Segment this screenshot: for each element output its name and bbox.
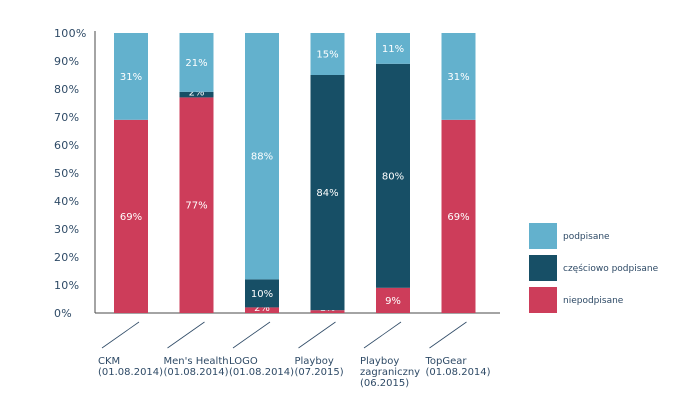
bar-segment-niepodpisane [310,310,345,313]
y-tick-label: 70% [54,111,79,124]
category-leader-line [101,321,140,349]
y-axis: 0% 10% 20% 30% 40% 50% 60% 70% 80% 90% 100% [54,27,500,320]
bar-segment-niepodpisane [114,119,148,313]
legend-label: podpisane [563,232,610,242]
legend: podpisane częściowo podpisane niepodpisane [529,223,659,313]
legend-label: częściowo podpisane [563,263,659,274]
category-leader-line [232,321,271,349]
category-label: LOGO (01.08.2014) [229,356,294,378]
bar-segment-niepodpisane [179,97,214,314]
y-tick-label: 10% [54,279,79,292]
data-label: 69% [120,212,142,223]
y-tick-label: 100% [54,27,87,40]
legend-swatch [529,223,557,249]
data-label: 11% [382,44,404,55]
legend-label: niepodpisane [563,296,624,306]
category-label: Men's Health (01.08.2014) [164,356,229,378]
bar-segment-częściowo-podpisane [376,63,410,288]
legend-swatch [529,287,557,313]
bar-segment-częściowo-podpisane [179,91,214,98]
bar-segment-niepodpisane [376,287,410,313]
data-label: 69% [447,212,469,223]
data-label: 21% [185,58,207,69]
bar-segment-częściowo-podpisane [310,75,345,311]
y-tick-label: 90% [54,55,79,68]
y-tick-label: 0% [54,307,72,320]
bar-segment-podpisane [114,33,148,120]
data-label: 31% [120,72,142,83]
category-label: Playboy (07.2015) [295,356,344,378]
bar-segment-podpisane [376,33,410,64]
data-label: 77% [185,201,207,212]
y-tick-label: 30% [54,223,79,236]
bar-segment-podpisane [245,33,279,280]
data-label: 88% [251,152,273,163]
bars: 69%31%77%2%21%2%10%88%1%84%15%9%80%11%69… [114,33,476,314]
data-label: 2% [189,87,205,98]
data-label: 2% [254,303,270,314]
category-label: TopGear (01.08.2014) [425,356,491,378]
data-label: 10% [251,289,273,300]
data-label: 9% [385,296,401,307]
bar-segment-niepodpisane [245,307,279,313]
y-tick-label: 60% [54,139,79,152]
data-label: 31% [447,72,469,83]
bar-segment-częściowo-podpisane [245,279,279,308]
category-leader-line [298,321,336,349]
category-label: CKM (01.08.2014) [98,356,163,378]
category-leader-line [363,321,402,349]
category-label: Playboy zagraniczny (06.2015) [360,356,420,389]
category-leader-line [429,321,467,349]
bar-segment-niepodpisane [441,119,476,313]
data-label: 15% [316,50,338,61]
data-label: 80% [382,171,404,182]
y-tick-label: 80% [54,83,79,96]
bar-segment-podpisane [441,33,476,120]
data-label: 84% [316,188,338,199]
bar-segment-podpisane [179,33,214,92]
y-tick-label: 50% [54,167,79,180]
bar-segment-podpisane [310,33,345,75]
legend-swatch [529,255,557,281]
category-leader-line [167,321,205,349]
y-tick-label: 20% [54,251,79,264]
y-tick-label: 40% [54,195,79,208]
category-labels: CKM (01.08.2014)Men's Health (01.08.2014)L… [98,321,491,389]
